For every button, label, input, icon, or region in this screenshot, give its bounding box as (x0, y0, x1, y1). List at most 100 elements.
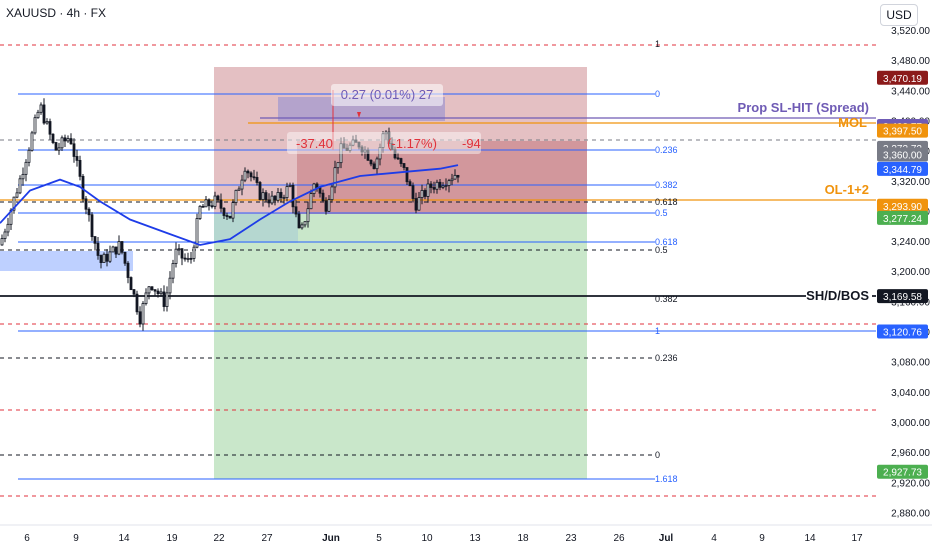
price-tick: 3,440.00 (891, 86, 930, 97)
candle-body (201, 205, 205, 208)
candle-body (87, 208, 91, 216)
time-tick: 22 (213, 533, 225, 544)
red-marker-arrow (357, 112, 361, 118)
position-top-text: 0.27 (0.01%) 27 (341, 87, 434, 102)
candle-body (177, 248, 181, 251)
candle-body (351, 139, 355, 146)
candle-body (84, 198, 88, 210)
price-tick: 3,480.00 (891, 56, 930, 67)
candle-body (234, 189, 238, 203)
candle-body (252, 176, 256, 179)
currency-button[interactable]: USD (880, 4, 918, 26)
candle-body (12, 196, 16, 211)
fib-label: 0 (655, 89, 660, 99)
blue-fib-lines (18, 93, 876, 480)
fib-label: 1 (655, 326, 660, 336)
candle-body (456, 174, 460, 178)
price-tick: 2,960.00 (891, 448, 930, 459)
position-top-label[interactable]: 0.27 (0.01%) 27 (331, 84, 443, 106)
price-label-text: 3,277.24 (883, 214, 922, 225)
candle-body (66, 138, 70, 142)
price-axis-labels: 3,470.193,403.773,397.503,373.723,360.00… (877, 70, 928, 479)
candle-body (180, 248, 184, 259)
target-zone[interactable] (214, 214, 587, 479)
price-axis-bg[interactable] (876, 30, 932, 520)
candle-body (453, 174, 457, 180)
candle-body (372, 163, 376, 170)
candle-body (225, 215, 229, 217)
fib-label: 0.5 (655, 245, 668, 255)
candle-body (138, 311, 142, 325)
symbol-title[interactable]: XAUUSD · 4h · FX (6, 6, 107, 20)
candle-body (282, 197, 286, 199)
time-tick: 26 (613, 533, 625, 544)
price-label: 3,169.58 (877, 289, 928, 304)
candle-body (441, 185, 445, 188)
fib-label: 0.382 (655, 180, 678, 190)
candle-body (198, 205, 202, 219)
candle-body (207, 199, 211, 207)
price-label-text: 2,927.73 (883, 468, 922, 479)
price-label-text: 3,344.79 (883, 165, 922, 176)
candle-body (237, 188, 241, 191)
time-tick: 9 (73, 533, 79, 544)
candle-body (303, 221, 307, 226)
candle-body (324, 200, 328, 212)
price-label: 3,397.50 (877, 123, 928, 138)
candle-body (36, 111, 40, 119)
candle-body (381, 133, 385, 148)
candle-body (132, 289, 136, 295)
candle-body (339, 143, 343, 164)
price-label: 2,927.73 (877, 464, 928, 479)
candle-body (384, 131, 388, 135)
candle-body (447, 180, 451, 186)
blue-box-lower (0, 251, 133, 271)
candle-body (39, 104, 43, 113)
fib-label: 0.236 (655, 145, 678, 155)
candle-body (147, 286, 151, 294)
candle-body (54, 142, 58, 151)
candle-body (417, 197, 421, 211)
position-mid-label[interactable]: -37.40 (-1.17%) -94 (287, 132, 481, 154)
candle-body (273, 195, 277, 201)
sh-d-bos-label-bg (806, 288, 872, 304)
candle-body (111, 246, 115, 253)
price-tick: 3,000.00 (891, 418, 930, 429)
candle-body (69, 138, 73, 145)
candle-body (168, 277, 172, 294)
candle-body (402, 163, 406, 168)
price-label: 3,360.00 (877, 147, 928, 162)
candle-body (219, 199, 223, 209)
candle-body (105, 253, 109, 262)
candle-body (42, 104, 46, 124)
candle-body (399, 158, 403, 164)
candle-body (150, 286, 154, 291)
position-mid-center: (-1.17%) (387, 136, 437, 151)
candle-body (15, 192, 19, 198)
candle-body (48, 121, 52, 135)
candle-body (261, 192, 265, 200)
fib-label: 0.618 (655, 237, 678, 247)
candle-body (360, 146, 364, 153)
fib-label: 1.618 (655, 474, 678, 484)
candle-body (192, 246, 196, 259)
price-label: 3,120.76 (877, 324, 928, 339)
candle-body (318, 187, 322, 194)
candle-body (222, 207, 226, 216)
candle-body (243, 170, 247, 181)
time-axis-ticks: 6 9 14 19 22 27 Jun 5 10 13 18 23 26 Jul 4 9 14 17 (24, 533, 863, 544)
candle-body (159, 291, 163, 295)
candle-body (78, 160, 82, 177)
mol-annotation: MOL (838, 115, 867, 130)
candle-body (33, 117, 37, 134)
time-tick: Jun (322, 533, 340, 544)
price-label: 3,293.90 (877, 198, 928, 213)
candle-body (270, 195, 274, 204)
blue-box-mid (214, 213, 298, 243)
candle-body (288, 185, 292, 187)
candle-body (357, 141, 361, 148)
prop-sl-annotation: Prop SL-HIT (Spread) (738, 100, 869, 115)
time-tick: 14 (118, 533, 130, 544)
